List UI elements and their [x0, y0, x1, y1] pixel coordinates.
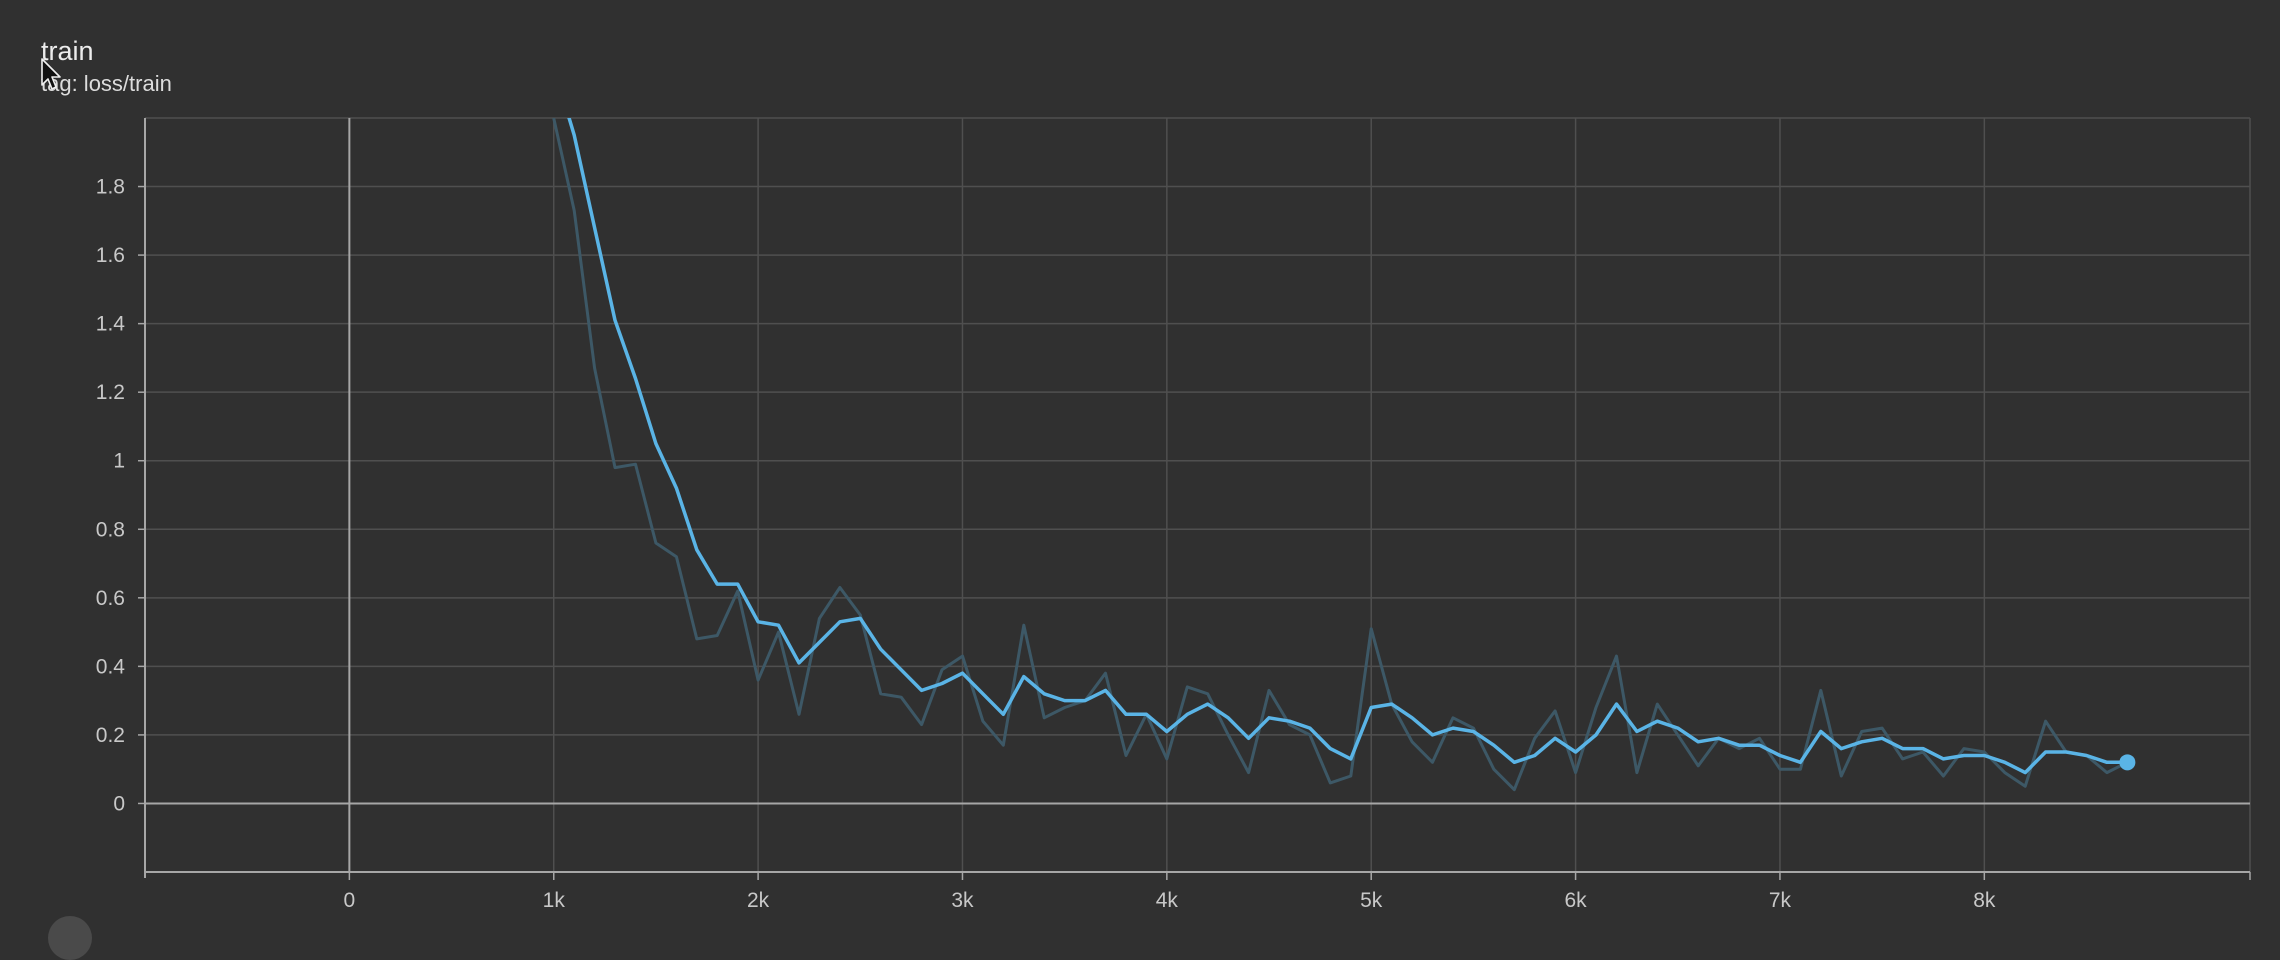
smoothed-loss-line [567, 118, 2128, 775]
y-tick-label: 0.2 [96, 724, 125, 747]
x-tick-label: 6k [1564, 889, 1587, 912]
expand-button[interactable] [48, 916, 92, 960]
y-tick-label: 0.4 [96, 655, 126, 678]
x-tick-label: 3k [951, 889, 974, 912]
chart-grid [145, 117, 2251, 872]
y-tick-label: 1.6 [96, 244, 125, 267]
y-tick-label: 1.4 [96, 313, 126, 336]
chart-tag-subtitle: tag: loss/train [41, 71, 172, 96]
raw-loss-line [552, 118, 2129, 792]
last-point-marker [2119, 754, 2136, 771]
x-tick-label: 4k [1156, 889, 1179, 912]
series-lines [552, 118, 2136, 792]
y-tick-label: 1.8 [96, 176, 125, 199]
x-tick-label: 5k [1360, 889, 1383, 912]
x-tick-label: 0 [344, 889, 356, 912]
y-tick-label: 1 [113, 450, 125, 473]
x-tick-label: 2k [747, 889, 770, 912]
x-tick-label: 8k [1973, 889, 1996, 912]
tick-labels: 0 0.2 0.4 0.6 0.8 1 1.2 1.4 1.6 1.8 0 1k 2k 3k 4k 5k 6k 7… [96, 176, 1996, 912]
x-tick-label: 1k [543, 889, 566, 912]
y-tick-label: 0 [113, 792, 125, 815]
y-tick-label: 0.6 [96, 587, 125, 610]
chart-title: train [41, 36, 94, 66]
y-tick-label: 1.2 [96, 381, 125, 404]
loss-line-chart[interactable]: 0 0.2 0.4 0.6 0.8 1 1.2 1.4 1.6 1.8 0 1k 2k 3k 4k 5k 6k 7… [0, 0, 2280, 922]
chart-axes [138, 118, 2251, 880]
y-tick-label: 0.8 [96, 518, 125, 541]
x-tick-label: 7k [1769, 889, 1792, 912]
mouse-pointer-icon [41, 58, 61, 90]
